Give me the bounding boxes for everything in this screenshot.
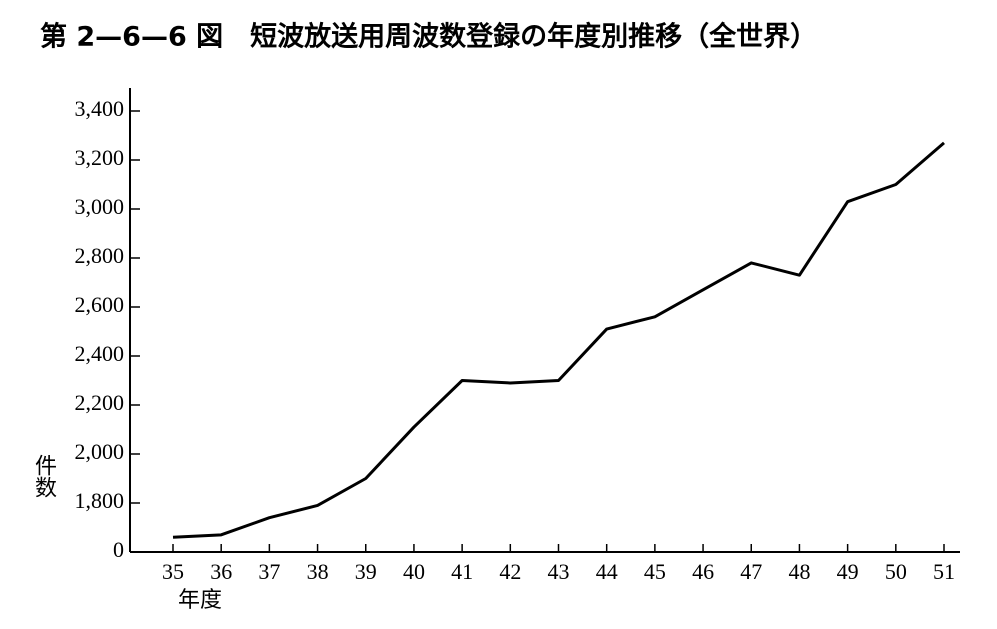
- x-tick-label: 48: [788, 559, 810, 584]
- x-tick-label: 44: [596, 559, 618, 584]
- x-tick-label: 49: [837, 559, 859, 584]
- y-tick-label: 0: [113, 537, 124, 562]
- data-line: [172, 141, 945, 539]
- x-tick-label: 39: [355, 559, 377, 584]
- x-tick-label: 51: [933, 559, 955, 584]
- y-tick-label: 2,800: [75, 243, 125, 268]
- y-tick-label: 2,000: [75, 439, 125, 464]
- x-tick-label: 43: [548, 559, 570, 584]
- x-tick-label: 50: [885, 559, 907, 584]
- x-tick-label: 36: [210, 559, 232, 584]
- x-tick-label: 40: [403, 559, 425, 584]
- y-tick-label: 2,600: [75, 292, 125, 317]
- x-tick-label: 37: [258, 559, 280, 584]
- x-tick-label: 46: [692, 559, 714, 584]
- y-tick-label: 2,200: [75, 390, 125, 415]
- x-tick-label: 42: [499, 559, 521, 584]
- x-tick-label: 47: [740, 559, 762, 584]
- y-tick-label: 3,400: [75, 96, 125, 121]
- x-tick-label: 38: [307, 559, 329, 584]
- x-tick-label: 35: [162, 559, 184, 584]
- y-tick-label: 2,400: [75, 341, 125, 366]
- y-tick-label: 3,000: [75, 194, 125, 219]
- chart-title: 第 2—6—6 図 短波放送用周波数登録の年度別推移（全世界）: [40, 21, 817, 53]
- x-tick-label: 45: [644, 559, 666, 584]
- x-tick-label: 41: [451, 559, 473, 584]
- x-axis-label: 年度: [178, 587, 222, 612]
- y-axis-label: 件数: [32, 454, 57, 498]
- y-tick-label: 3,200: [75, 145, 125, 170]
- y-tick-label: 1,800: [75, 488, 125, 513]
